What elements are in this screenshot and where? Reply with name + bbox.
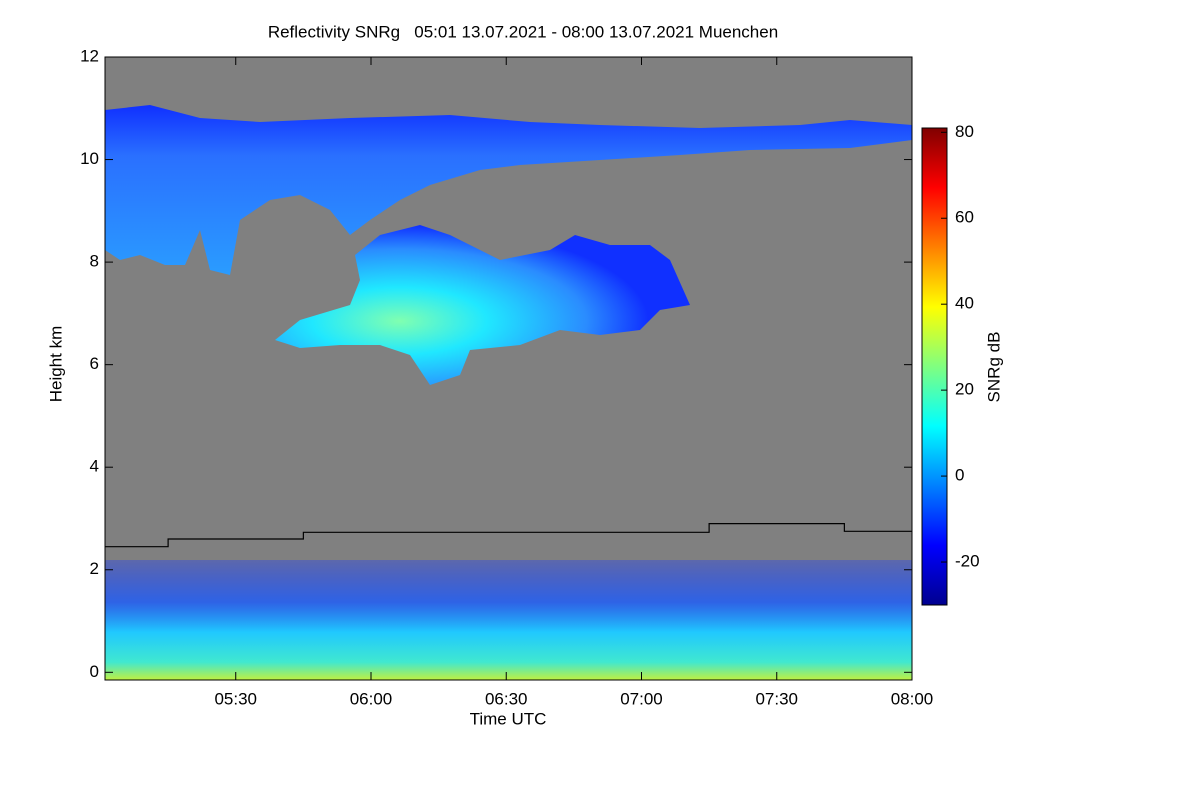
x-tick-label: 05:30 — [214, 689, 257, 708]
y-tick-label: 6 — [90, 354, 99, 373]
echo-region — [275, 225, 690, 385]
plot-frame — [104, 56, 913, 681]
colorbar-tick-label: 0 — [955, 466, 964, 485]
y-tick-label: 10 — [80, 149, 99, 168]
colorbar-tick-label: -20 — [955, 552, 980, 571]
line — [105, 523, 912, 548]
echo-region — [105, 105, 912, 275]
x-tick-label: 07:00 — [620, 689, 663, 708]
colorbar-tick-label: 20 — [955, 380, 974, 399]
y-axis-label: Height km — [46, 326, 65, 403]
y-tick-label: 0 — [90, 662, 99, 681]
chart-title: Reflectivity SNRg 05:01 13.07.2021 - 08:… — [268, 22, 778, 41]
x-axis-label: Time UTC — [470, 709, 547, 728]
y-tick-label: 4 — [90, 457, 99, 476]
colorbar-tick-label: 60 — [955, 208, 974, 227]
y-tick-label: 8 — [90, 252, 99, 271]
colorbar-tick-label: 40 — [955, 294, 974, 313]
y-tick-label: 12 — [80, 46, 99, 65]
colorbar — [921, 127, 948, 606]
x-tick-label: 06:30 — [485, 689, 528, 708]
colorbar-tick-label: 80 — [955, 122, 974, 141]
x-tick-label: 06:00 — [350, 689, 393, 708]
y-tick-label: 2 — [90, 559, 99, 578]
x-tick-label: 07:30 — [755, 689, 798, 708]
echo-region — [105, 560, 912, 680]
x-tick-label: 08:00 — [891, 689, 934, 708]
colorbar-label: SNRg dB — [984, 332, 1003, 403]
